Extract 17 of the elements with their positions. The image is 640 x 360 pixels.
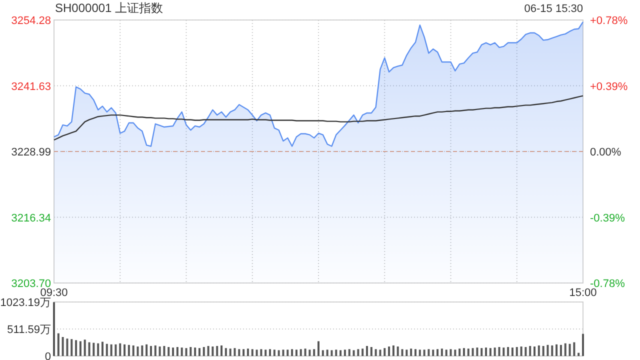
- y-tick-label: 3241.63: [11, 80, 51, 93]
- y2-tick-label: -0.39%: [590, 212, 626, 224]
- x-tick-label: 09:30: [40, 287, 68, 299]
- y2-tick-label: -0.78%: [590, 278, 626, 290]
- y-tick-label: 0: [44, 351, 51, 360]
- y2-tick-label: 0.00%: [590, 146, 622, 158]
- x-tick-label: 15:00: [569, 287, 597, 299]
- y-tick-label: 511.59万: [7, 324, 51, 336]
- y-tick-label: 3228.99: [11, 146, 51, 158]
- y-tick-label: 3216.34: [11, 212, 51, 224]
- y2-tick-label: +0.39%: [590, 80, 628, 93]
- y-tick-label: 3203.70: [11, 278, 51, 290]
- y-tick-label: 3254.28: [11, 15, 51, 27]
- y-tick-label: 1023.19万: [0, 297, 51, 309]
- text: 06-15 15:30: [524, 3, 583, 15]
- chart-title: SH000001 上证指数: [55, 1, 164, 15]
- y2-tick-label: +0.78%: [590, 15, 628, 27]
